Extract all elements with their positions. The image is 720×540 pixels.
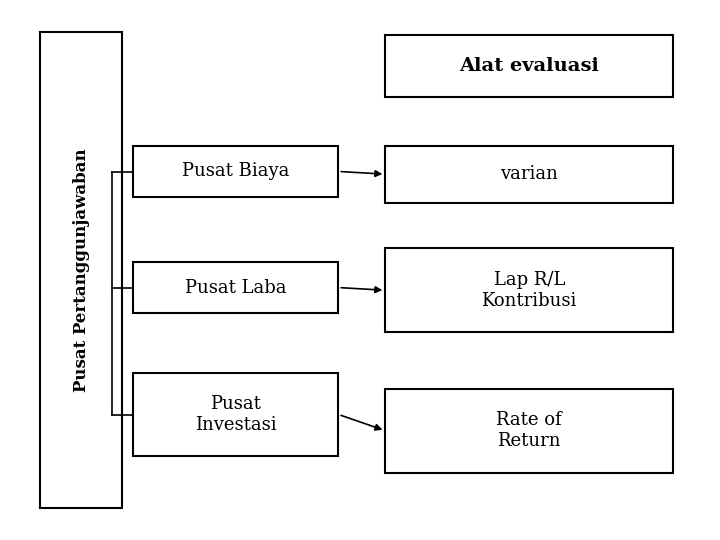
FancyBboxPatch shape — [133, 146, 338, 197]
FancyBboxPatch shape — [40, 32, 122, 508]
FancyBboxPatch shape — [385, 248, 673, 332]
Text: Lap R/L
Kontribusi: Lap R/L Kontribusi — [482, 271, 577, 309]
FancyBboxPatch shape — [133, 262, 338, 313]
Text: varian: varian — [500, 165, 558, 183]
Text: Pusat Biaya: Pusat Biaya — [182, 163, 289, 180]
Text: Pusat
Investasi: Pusat Investasi — [195, 395, 276, 434]
FancyBboxPatch shape — [385, 35, 673, 97]
Text: Pusat Pertanggunjawaban: Pusat Pertanggunjawaban — [73, 148, 89, 392]
Text: Pusat Laba: Pusat Laba — [185, 279, 287, 296]
FancyBboxPatch shape — [385, 146, 673, 202]
FancyBboxPatch shape — [385, 389, 673, 472]
FancyBboxPatch shape — [133, 373, 338, 456]
Text: Rate of
Return: Rate of Return — [496, 411, 562, 450]
Text: Alat evaluasi: Alat evaluasi — [459, 57, 599, 75]
